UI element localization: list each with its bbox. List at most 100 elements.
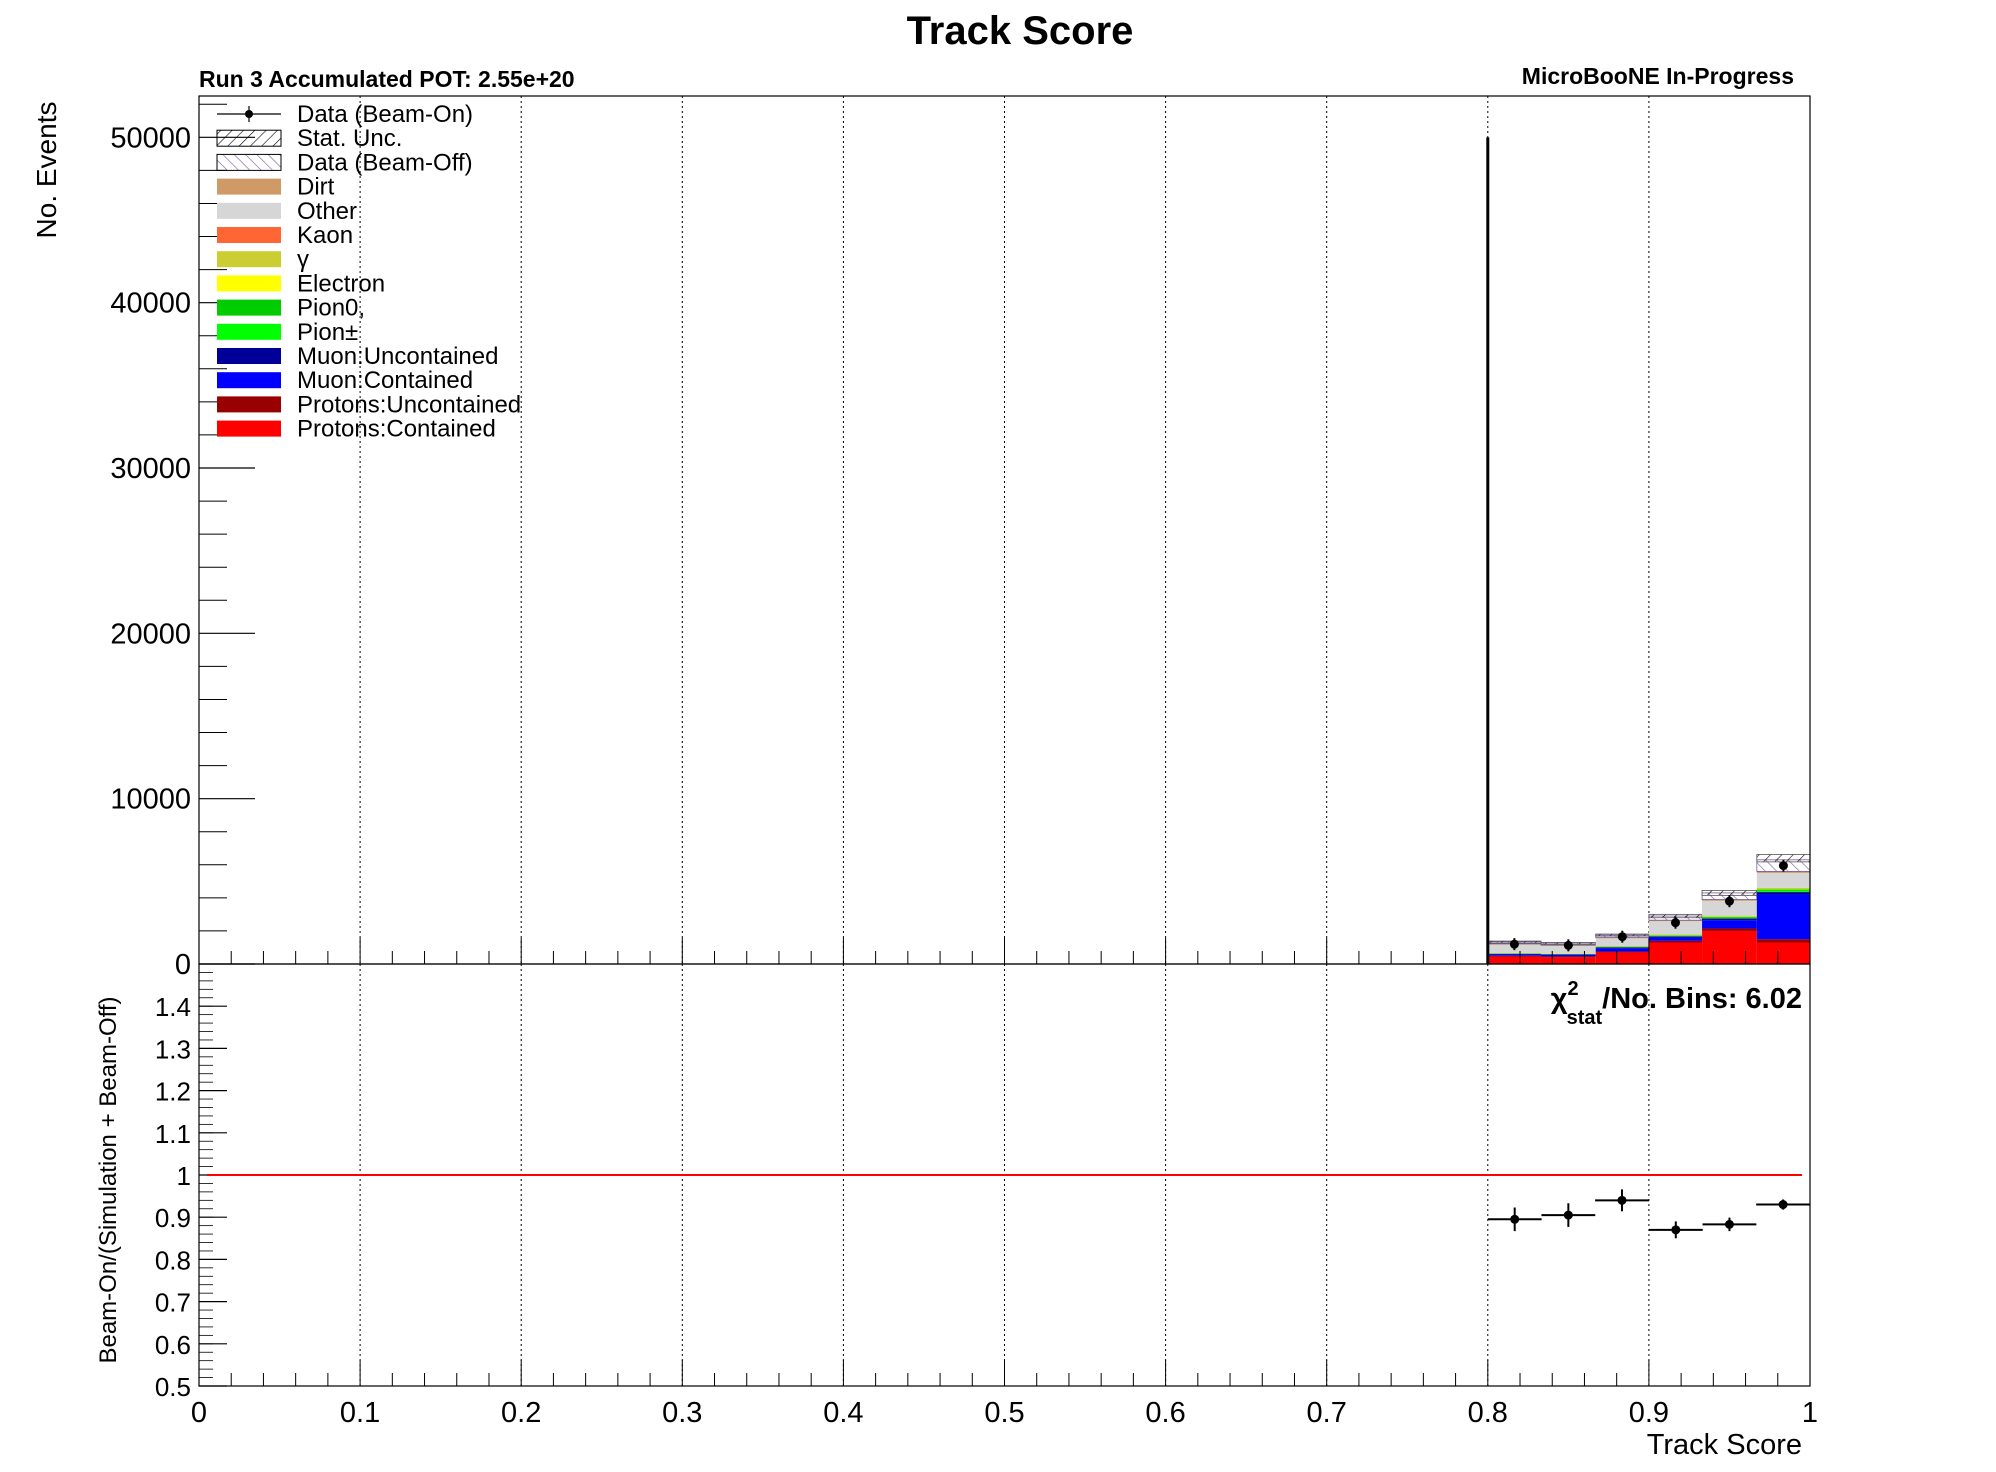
legend-label: Muon:Contained — [297, 367, 473, 394]
bottom-y-axis-label: Beam-On/(Simulation + Beam-Off) — [95, 996, 122, 1363]
x-tick-label: 0.9 — [1629, 1397, 1669, 1429]
histogram-bar-segment — [1756, 939, 1810, 943]
legend-label: Stat. Unc. — [297, 125, 402, 152]
legend-swatch — [217, 299, 281, 316]
legend-swatch — [217, 178, 281, 195]
chi2-symbol: χ — [1551, 983, 1568, 1015]
histogram-bar-segment — [1648, 937, 1703, 941]
data-point — [1724, 896, 1734, 906]
legend-label: Kaon — [297, 222, 353, 249]
bottom-y-tick-label: 0.9 — [155, 1203, 191, 1233]
histogram-bar-segment — [1702, 917, 1757, 919]
histogram-bar-segment — [1756, 894, 1810, 940]
histogram-bar-segment — [1702, 915, 1757, 917]
histogram-bar-segment — [1487, 956, 1541, 964]
histogram-bar-segment — [1648, 942, 1703, 964]
histogram-bar-segment — [1702, 918, 1757, 921]
top-panel: 0 10000 20000 30000 40000 50000 — [110, 95, 1811, 981]
x-tick-label: 0.1 — [340, 1397, 380, 1429]
bottom-y-tick-label: 0.7 — [155, 1288, 191, 1318]
top-y-axis-label: No. Events — [31, 102, 62, 239]
chart-subtitle-left: Run 3 Accumulated POT: 2.55e+20 — [199, 66, 575, 92]
histogram-bar-segment — [1648, 934, 1703, 936]
data-point — [1617, 932, 1627, 942]
bottom-y-tick-label: 1.1 — [155, 1119, 191, 1149]
legend-swatch — [217, 372, 281, 389]
legend-label: γ — [297, 246, 309, 273]
legend-label: Protons:Contained — [297, 416, 496, 443]
histogram-bar-segment — [1702, 916, 1757, 918]
x-tick-label: 0.2 — [501, 1397, 541, 1429]
legend-label: Protons:Uncontained — [297, 391, 521, 418]
bottom-y-tick-label: 1.4 — [155, 992, 191, 1022]
legend-swatch — [217, 323, 281, 340]
x-tick-label: 0.6 — [1145, 1397, 1185, 1429]
top-y-tick-label: 20000 — [110, 618, 191, 650]
top-y-tick-label: 0 — [175, 949, 191, 981]
bottom-y-tick-label: 1.2 — [155, 1077, 191, 1107]
histogram-bar-segment — [1595, 945, 1649, 947]
data-point — [1509, 939, 1519, 949]
legend-label: Dirt — [297, 174, 335, 201]
legend-swatch — [217, 420, 281, 437]
histogram-bar-segment — [1540, 957, 1596, 964]
top-y-tick-label: 10000 — [110, 784, 191, 816]
top-y-tick-label: 40000 — [110, 288, 191, 320]
bottom-y-tick-label: 0.5 — [155, 1372, 191, 1402]
legend: Data (Beam-On)Stat. Unc.Data (Beam-Off)D… — [216, 101, 521, 443]
histogram-bar-segment — [1756, 887, 1810, 890]
top-y-tick-label: 50000 — [110, 122, 191, 154]
ratio-point — [1778, 1200, 1788, 1210]
legend-swatch — [217, 251, 281, 268]
legend-label: Electron — [297, 270, 385, 297]
histogram-bar-segment — [1487, 955, 1541, 957]
histogram-bar-segment — [1702, 900, 1757, 916]
legend-hatch-swatch — [216, 129, 282, 147]
histogram-bar-segment — [1756, 890, 1810, 893]
bottom-y-tick-label: 1 — [177, 1161, 191, 1191]
chi2-superscript: 2 — [1567, 978, 1578, 1000]
ratio-point — [1617, 1195, 1627, 1205]
x-tick-label: 0.5 — [984, 1397, 1024, 1429]
bottom-y-tick-label: 1.3 — [155, 1034, 191, 1064]
histogram-bar-segment — [1756, 872, 1810, 888]
x-axis-label: Track Score — [1647, 1429, 1802, 1461]
legend-label: Pion± — [297, 319, 358, 346]
ratio-point — [1510, 1214, 1520, 1224]
histogram-bar-segment — [1595, 947, 1649, 949]
histogram-bar-segment — [1756, 892, 1810, 895]
x-tick-label: 0 — [191, 1397, 207, 1429]
bottom-y-tick-label: 0.8 — [155, 1245, 191, 1275]
x-tick-label: 0.4 — [823, 1397, 863, 1429]
histogram-bar-segment — [1756, 889, 1810, 891]
histogram-bar-segment — [1595, 952, 1649, 964]
ratio-point — [1724, 1219, 1734, 1229]
histogram-bar-segment — [1540, 954, 1596, 957]
histogram-bar-segment — [1702, 930, 1757, 964]
legend-label: Pion0, — [297, 295, 365, 322]
x-tick-label: 0.3 — [662, 1397, 702, 1429]
legend-marker-dot — [245, 110, 253, 118]
bottom-y-tick-label: 0.6 — [155, 1330, 191, 1360]
x-tick-label: 0.7 — [1307, 1397, 1347, 1429]
data-point — [1563, 940, 1573, 950]
chi2-value: /No. Bins: 6.02 — [1602, 983, 1802, 1015]
bottom-panel: 0 0.1 0.2 0.3 0.4 0.5 0.6 0.7 0.8 0.9 1 0.5 0.6 0.7 0.… — [155, 963, 1818, 1429]
legend-swatch — [217, 348, 281, 364]
histogram-bar-segment — [1756, 942, 1810, 964]
legend-swatch — [217, 396, 281, 413]
legend-swatch — [217, 227, 281, 243]
histogram-bar-segment — [1487, 954, 1541, 956]
chi2-subscript: stat — [1567, 1007, 1603, 1029]
legend-swatch — [217, 275, 281, 292]
chart-title: Track Score — [907, 9, 1134, 53]
histogram-bar-segment — [1595, 951, 1649, 953]
legend-label: Data (Beam-Off) — [297, 149, 473, 176]
legend-label: Data (Beam-On) — [297, 101, 473, 128]
histogram-bar-segment — [1702, 920, 1757, 929]
chi2-annotation: χ2 stat/No. Bins: 6.02 — [1551, 978, 1802, 1029]
top-y-tick-label: 30000 — [110, 453, 191, 485]
stat-unc-band — [1701, 890, 1758, 896]
x-tick-label: 1 — [1802, 1397, 1818, 1429]
